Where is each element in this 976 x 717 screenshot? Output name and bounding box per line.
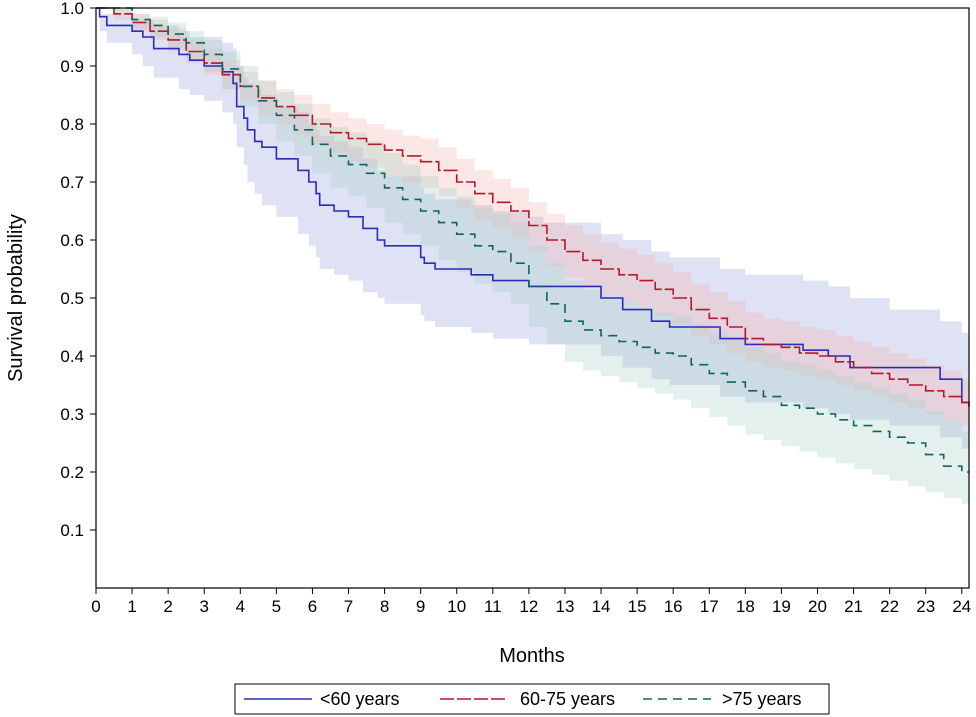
x-tick-label: 12 <box>519 597 538 616</box>
y-axis-title: Survival probability <box>5 214 27 382</box>
y-tick-label: 0.9 <box>60 57 84 76</box>
legend-frame <box>234 683 830 715</box>
x-tick-label: 2 <box>163 597 172 616</box>
x-tick-label: 15 <box>628 597 647 616</box>
x-tick-label: 22 <box>880 597 899 616</box>
x-tick-label: 21 <box>844 597 863 616</box>
x-tick-label: 6 <box>308 597 317 616</box>
survival-curves <box>96 7 970 473</box>
confidence-band-60-75 <box>96 8 969 432</box>
confidence-band-over-75 <box>96 8 969 507</box>
x-tick-label: 19 <box>772 597 791 616</box>
y-tick-label: 0.7 <box>60 173 84 192</box>
legend-label: >75 years <box>722 689 802 709</box>
x-tick-label: 23 <box>916 597 935 616</box>
x-tick-label: 18 <box>736 597 755 616</box>
legend-label: <60 years <box>320 689 400 709</box>
y-tick-label: 0.2 <box>60 463 84 482</box>
x-tick-label: 16 <box>664 597 683 616</box>
x-tick-label: 5 <box>272 597 281 616</box>
x-tick-label: 20 <box>808 597 827 616</box>
y-tick-label: 0.5 <box>60 289 84 308</box>
confidence-bands <box>96 8 969 507</box>
x-tick-label: 7 <box>344 597 353 616</box>
y-tick-label: 0.1 <box>60 521 84 540</box>
legend: <60 years 60-75 years >75 years <box>234 683 830 715</box>
y-tick-label: 0.6 <box>60 231 84 250</box>
x-tick-label: 1 <box>127 597 136 616</box>
x-tick-label: 24 <box>952 597 971 616</box>
survival-curve-over-75 <box>96 7 969 473</box>
y-tick-label: 0.8 <box>60 115 84 134</box>
x-tick-label: 11 <box>484 597 502 616</box>
survival-curve-under-60 <box>96 7 969 404</box>
x-tick-label: 14 <box>592 597 611 616</box>
x-tick-label: 8 <box>380 597 389 616</box>
legend-label: 60-75 years <box>520 689 615 709</box>
x-axis-ticks: 0 1 2 3 4 5 6 7 8 9 10 11 12 13 14 15 16 17 18 19 20 21 22 23 24 <box>91 588 971 616</box>
x-tick-label: 4 <box>236 597 245 616</box>
x-tick-label: 9 <box>416 597 425 616</box>
y-tick-label: 0.3 <box>60 405 84 424</box>
x-tick-label: 0 <box>91 597 100 616</box>
x-tick-label: 17 <box>700 597 719 616</box>
y-axis-ticks: 0.1 0.2 0.3 0.4 0.5 0.6 0.7 0.8 0.9 1.0 <box>60 0 96 540</box>
x-tick-label: 10 <box>447 597 466 616</box>
x-tick-label: 3 <box>199 597 208 616</box>
y-tick-label: 1.0 <box>60 0 84 18</box>
x-axis-title: Months <box>499 645 565 667</box>
y-tick-label: 0.4 <box>60 347 84 366</box>
x-tick-label: 13 <box>556 597 575 616</box>
confidence-band-under-60 <box>96 8 969 455</box>
